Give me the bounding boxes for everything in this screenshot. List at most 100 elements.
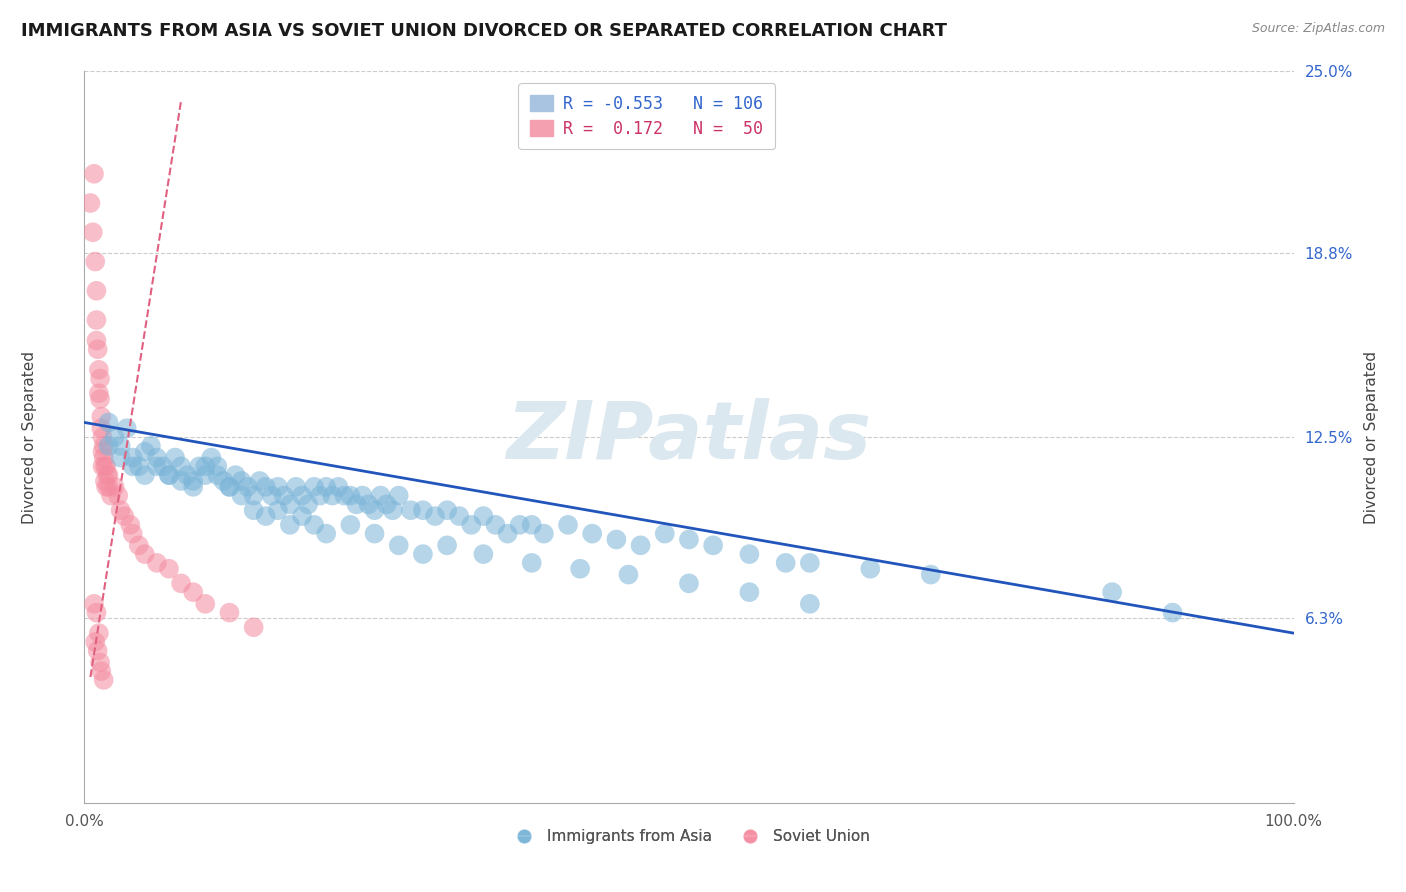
Point	[128, 459, 150, 474]
Point	[328, 480, 350, 494]
Point	[291, 489, 314, 503]
Point	[112, 509, 135, 524]
Point	[100, 489, 122, 503]
Point	[617, 567, 640, 582]
Point	[242, 620, 264, 634]
Point	[321, 489, 343, 503]
Point	[799, 556, 821, 570]
Point	[194, 459, 217, 474]
Point	[128, 538, 150, 552]
Point	[738, 547, 761, 561]
Point	[91, 430, 114, 444]
Point	[146, 556, 169, 570]
Point	[346, 497, 368, 511]
Point	[388, 489, 411, 503]
Point	[569, 562, 592, 576]
Point	[254, 509, 277, 524]
Point	[678, 533, 700, 547]
Point	[207, 468, 229, 483]
Point	[86, 643, 108, 657]
Point	[436, 538, 458, 552]
Point	[605, 533, 627, 547]
Point	[799, 597, 821, 611]
Point	[412, 547, 434, 561]
Point	[472, 547, 495, 561]
Point	[859, 562, 882, 576]
Point	[581, 526, 603, 541]
Point	[702, 538, 724, 552]
Point	[170, 576, 193, 591]
Point	[94, 480, 117, 494]
Point	[496, 526, 519, 541]
Point	[146, 459, 169, 474]
Point	[388, 538, 411, 552]
Point	[181, 474, 204, 488]
Point	[302, 517, 325, 532]
Point	[260, 489, 283, 503]
Point	[370, 489, 392, 503]
Point	[520, 517, 543, 532]
Point	[84, 635, 107, 649]
Point	[509, 517, 531, 532]
Point	[90, 409, 112, 424]
Point	[79, 196, 101, 211]
Text: Divorced or Separated: Divorced or Separated	[22, 351, 38, 524]
Point	[93, 450, 115, 465]
Point	[157, 468, 180, 483]
Point	[218, 480, 240, 494]
Point	[460, 517, 482, 532]
Point	[110, 503, 132, 517]
Point	[188, 459, 211, 474]
Point	[89, 656, 111, 670]
Point	[381, 503, 404, 517]
Point	[89, 392, 111, 406]
Legend: Immigrants from Asia, Soviet Union: Immigrants from Asia, Soviet Union	[502, 822, 876, 850]
Point	[363, 526, 385, 541]
Point	[134, 444, 156, 458]
Point	[309, 489, 332, 503]
Point	[121, 450, 143, 465]
Point	[104, 480, 127, 494]
Point	[920, 567, 942, 582]
Point	[236, 480, 259, 494]
Point	[375, 497, 398, 511]
Point	[97, 468, 120, 483]
Point	[200, 450, 222, 465]
Point	[484, 517, 506, 532]
Point	[87, 363, 110, 377]
Point	[90, 664, 112, 678]
Point	[533, 526, 555, 541]
Point	[181, 585, 204, 599]
Point	[297, 497, 319, 511]
Y-axis label: Divorced or Separated: Divorced or Separated	[1364, 351, 1379, 524]
Point	[1101, 585, 1123, 599]
Point	[231, 489, 253, 503]
Point	[357, 497, 380, 511]
Point	[121, 526, 143, 541]
Point	[170, 474, 193, 488]
Point	[231, 474, 253, 488]
Point	[139, 439, 162, 453]
Point	[97, 439, 120, 453]
Point	[207, 459, 229, 474]
Point	[449, 509, 471, 524]
Point	[110, 450, 132, 465]
Point	[90, 421, 112, 435]
Point	[134, 547, 156, 561]
Point	[333, 489, 356, 503]
Point	[120, 517, 142, 532]
Point	[82, 225, 104, 239]
Point	[630, 538, 652, 552]
Point	[339, 489, 361, 503]
Point	[115, 421, 138, 435]
Point	[157, 562, 180, 576]
Point	[89, 371, 111, 385]
Point	[110, 439, 132, 453]
Point	[412, 503, 434, 517]
Point	[242, 503, 264, 517]
Point	[91, 459, 114, 474]
Point	[218, 480, 240, 494]
Text: Source: ZipAtlas.com: Source: ZipAtlas.com	[1251, 22, 1385, 36]
Point	[157, 468, 180, 483]
Point	[134, 468, 156, 483]
